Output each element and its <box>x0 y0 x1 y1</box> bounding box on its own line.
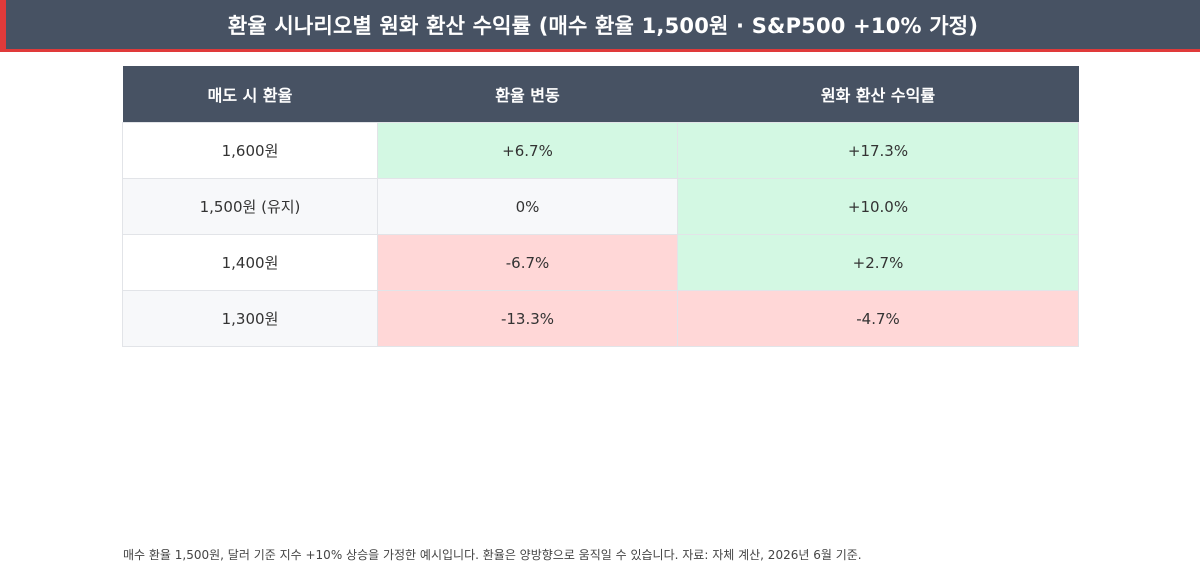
table-row: 1,500원 (유지) 0% +10.0% <box>122 178 1079 235</box>
cell-sell-rate: 1,400원 <box>122 234 378 291</box>
cell-krw-return: +10.0% <box>677 178 1079 235</box>
header-krw-return: 원화 환산 수익률 <box>677 66 1079 123</box>
header-rate-change: 환율 변동 <box>377 66 678 123</box>
cell-sell-rate: 1,500원 (유지) <box>122 178 378 235</box>
table-header-row: 매도 시 환율 환율 변동 원화 환산 수익률 <box>122 66 1079 123</box>
cell-sell-rate: 1,300원 <box>122 290 378 347</box>
cell-krw-return: +2.7% <box>677 234 1079 291</box>
cell-krw-return: -4.7% <box>677 290 1079 347</box>
title-bar: 환율 시나리오별 원화 환산 수익률 (매수 환율 1,500원 · S&P50… <box>0 0 1200 52</box>
page-title: 환율 시나리오별 원화 환산 수익률 (매수 환율 1,500원 · S&P50… <box>227 13 979 38</box>
table-row: 1,400원 -6.7% +2.7% <box>122 234 1079 291</box>
cell-rate-change: 0% <box>377 178 678 235</box>
header-sell-rate: 매도 시 환율 <box>122 66 378 123</box>
table-row: 1,600원 +6.7% +17.3% <box>122 122 1079 179</box>
cell-rate-change: -13.3% <box>377 290 678 347</box>
scenario-table: 매도 시 환율 환율 변동 원화 환산 수익률 1,600원 +6.7% +17… <box>122 66 1079 347</box>
footnote: 매수 환율 1,500원, 달러 기준 지수 +10% 상승을 가정한 예시입니… <box>123 548 862 562</box>
table-row: 1,300원 -13.3% -4.7% <box>122 290 1079 347</box>
cell-sell-rate: 1,600원 <box>122 122 378 179</box>
cell-rate-change: -6.7% <box>377 234 678 291</box>
cell-rate-change: +6.7% <box>377 122 678 179</box>
cell-krw-return: +17.3% <box>677 122 1079 179</box>
scenario-table-container: 매도 시 환율 환율 변동 원화 환산 수익률 1,600원 +6.7% +17… <box>122 66 1079 347</box>
